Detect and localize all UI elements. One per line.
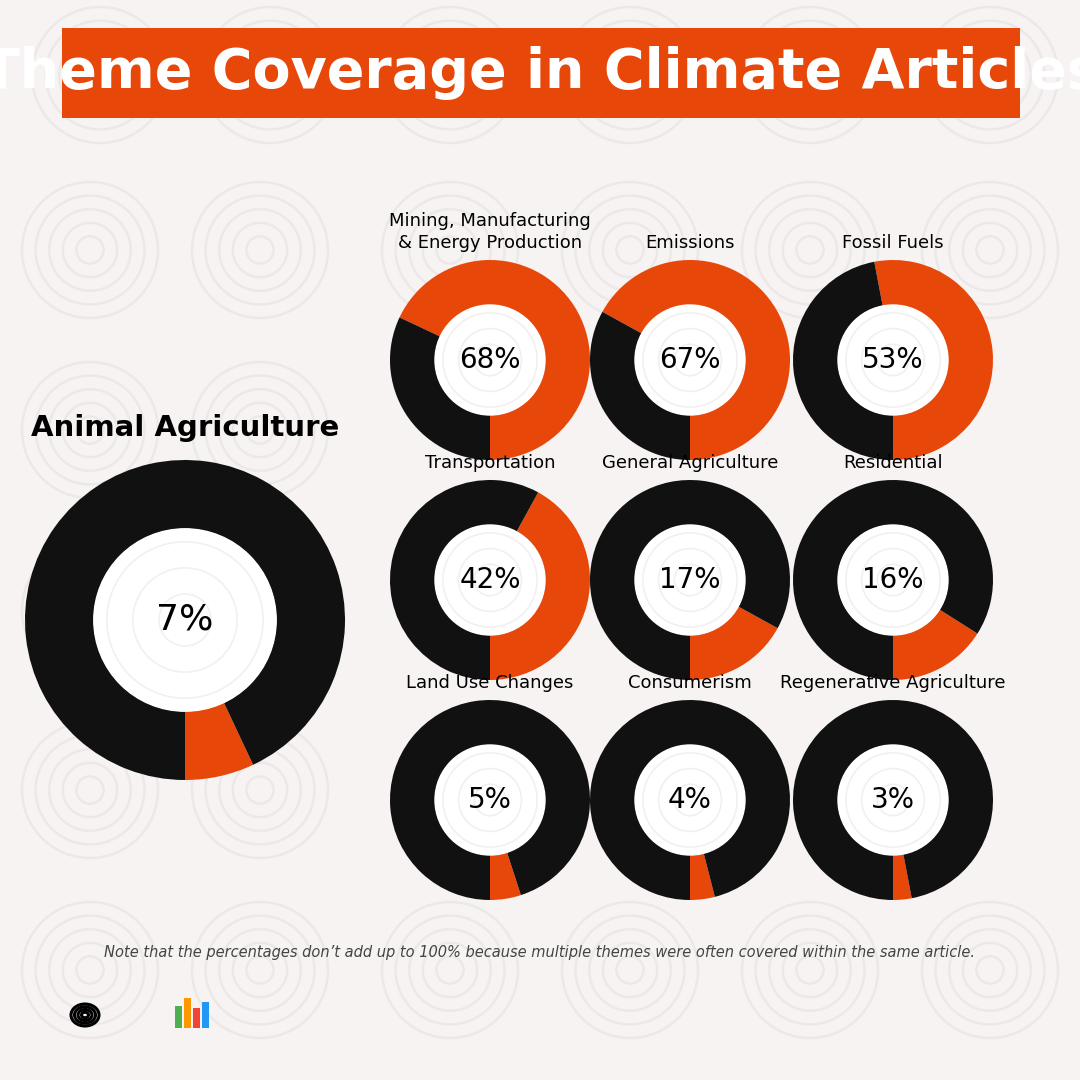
Text: Fossil Fuels: Fossil Fuels <box>842 234 944 252</box>
Text: Theme Coverage in Climate Articles: Theme Coverage in Climate Articles <box>0 46 1080 100</box>
Text: Emissions: Emissions <box>645 234 734 252</box>
Wedge shape <box>590 312 690 460</box>
Text: 7%: 7% <box>157 603 214 637</box>
Circle shape <box>635 745 745 855</box>
Text: 17%: 17% <box>659 566 720 594</box>
Circle shape <box>435 525 545 635</box>
FancyBboxPatch shape <box>62 28 1020 118</box>
Wedge shape <box>400 260 590 460</box>
Text: Land Use Changes: Land Use Changes <box>406 674 573 692</box>
Wedge shape <box>690 607 778 680</box>
Wedge shape <box>793 261 893 460</box>
Wedge shape <box>390 700 590 900</box>
Wedge shape <box>893 609 977 680</box>
Text: Regenerative Agriculture: Regenerative Agriculture <box>780 674 1005 692</box>
Text: 53%: 53% <box>862 346 923 374</box>
Wedge shape <box>893 854 912 900</box>
Wedge shape <box>590 700 789 900</box>
Circle shape <box>435 305 545 415</box>
Wedge shape <box>793 700 993 900</box>
Text: 42%: 42% <box>459 566 521 594</box>
Wedge shape <box>875 260 993 460</box>
Circle shape <box>838 745 948 855</box>
Wedge shape <box>490 852 521 900</box>
Text: Transportation: Transportation <box>424 454 555 472</box>
Text: Note that the percentages don’t add up to 100% because multiple themes were ofte: Note that the percentages don’t add up t… <box>105 945 975 959</box>
Circle shape <box>94 529 276 712</box>
FancyBboxPatch shape <box>175 1005 183 1028</box>
Wedge shape <box>690 853 715 900</box>
Wedge shape <box>490 492 590 680</box>
Text: 68%: 68% <box>459 346 521 374</box>
Text: 5%: 5% <box>468 786 512 814</box>
Text: 3%: 3% <box>870 786 915 814</box>
FancyBboxPatch shape <box>184 998 191 1028</box>
Wedge shape <box>390 480 538 680</box>
Wedge shape <box>25 460 345 780</box>
Circle shape <box>838 305 948 415</box>
Text: Residential: Residential <box>843 454 943 472</box>
Text: 67%: 67% <box>659 346 720 374</box>
Circle shape <box>635 305 745 415</box>
Text: Animal Agriculture: Animal Agriculture <box>31 414 339 442</box>
Wedge shape <box>793 480 993 680</box>
Circle shape <box>838 525 948 635</box>
Wedge shape <box>590 480 789 680</box>
FancyBboxPatch shape <box>193 1008 200 1028</box>
Text: 16%: 16% <box>862 566 923 594</box>
Text: General Agriculture: General Agriculture <box>602 454 779 472</box>
Circle shape <box>635 525 745 635</box>
FancyBboxPatch shape <box>202 1002 210 1028</box>
Wedge shape <box>185 702 253 780</box>
Wedge shape <box>603 260 789 460</box>
Text: 4%: 4% <box>669 786 712 814</box>
Circle shape <box>435 745 545 855</box>
Wedge shape <box>390 318 490 460</box>
Text: Consumerism: Consumerism <box>629 674 752 692</box>
Text: Mining, Manufacturing
& Energy Production: Mining, Manufacturing & Energy Productio… <box>389 213 591 252</box>
